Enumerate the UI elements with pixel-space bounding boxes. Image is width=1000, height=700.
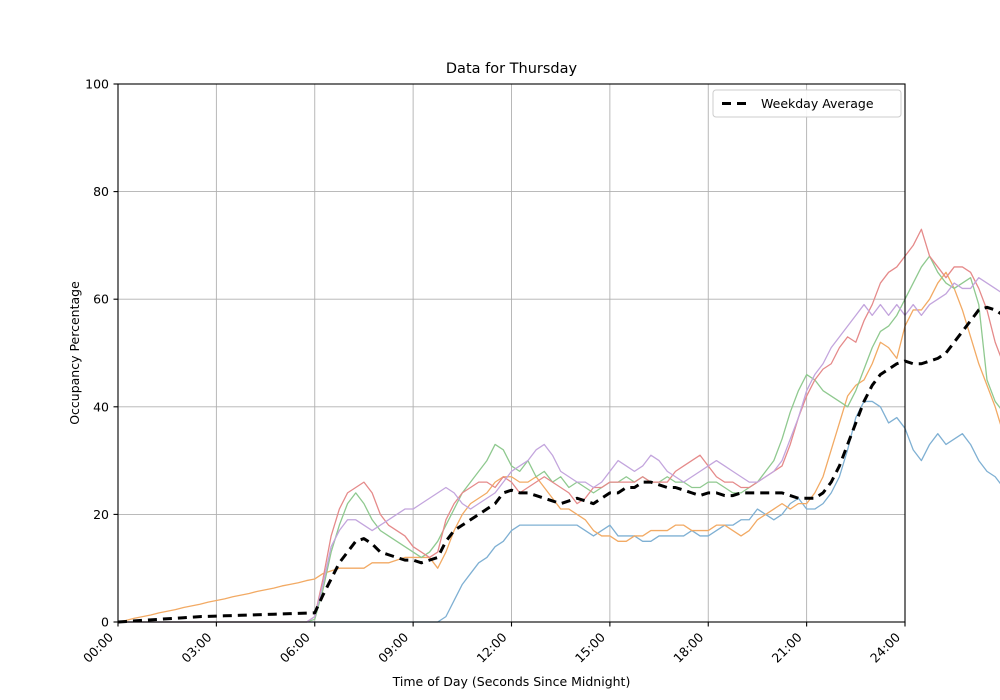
chart-legend[interactable]: Weekday Average	[712, 89, 902, 118]
y-axis-label: Occupancy Percentage	[67, 281, 82, 425]
x-gridlines	[117, 84, 906, 622]
legend-label-weekday-average: Weekday Average	[761, 96, 874, 111]
data-line-day-2	[117, 271, 1000, 623]
y-tick-label: 0	[101, 615, 109, 630]
y-tick-label: 40	[93, 399, 109, 414]
weekday-average-line	[117, 305, 1000, 624]
x-axis-label: Time of Day (Seconds Since Midnight)	[392, 674, 631, 689]
y-tick-label: 80	[93, 184, 109, 199]
y-tick-label: 20	[93, 507, 109, 522]
y-axis-ticks: 0 20 40 60 80 100	[85, 77, 118, 630]
legend-box	[712, 89, 902, 118]
y-tick-label: 60	[93, 292, 109, 307]
data-line-day-5	[117, 277, 1000, 623]
y-tick-label: 100	[85, 77, 109, 92]
chart-title: Data for Thursday	[446, 61, 578, 77]
data-line-weekday-average	[117, 305, 1000, 624]
data-line-day-3	[117, 255, 1000, 623]
